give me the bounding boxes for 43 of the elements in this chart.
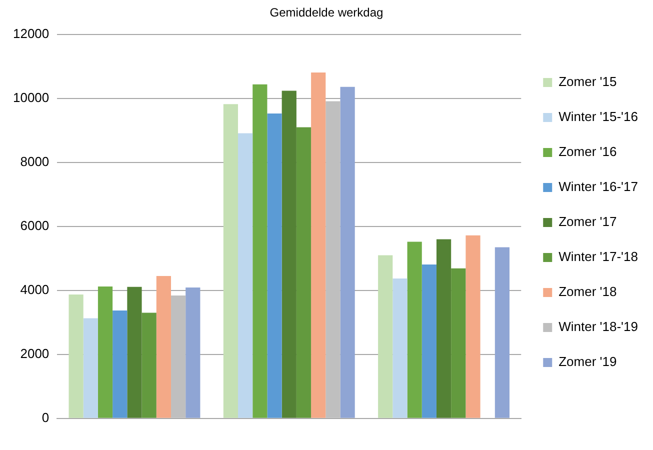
bar xyxy=(422,264,436,418)
bar xyxy=(340,86,355,418)
bar xyxy=(392,278,408,418)
bar xyxy=(296,127,312,418)
bar xyxy=(436,239,452,418)
bar xyxy=(238,133,253,418)
legend-label: Winter '17-'18 xyxy=(558,249,638,264)
bar xyxy=(282,90,296,418)
legend-label: Zomer '17 xyxy=(558,214,617,230)
bar xyxy=(494,247,510,418)
bar xyxy=(466,235,480,418)
bar xyxy=(142,312,156,418)
legend-label: Zomer '19 xyxy=(558,354,617,370)
y-tick-label: 12000 xyxy=(12,26,50,41)
legend-label: Zomer '15 xyxy=(558,74,617,90)
bar xyxy=(186,288,200,418)
bar xyxy=(223,104,238,418)
bar xyxy=(267,113,282,418)
bar xyxy=(156,276,171,418)
legend-label: Winter '15-'16 xyxy=(558,109,638,124)
y-tick-label: 8000 xyxy=(20,154,50,169)
bar xyxy=(326,101,340,418)
legend-label: Winter '16-'17 xyxy=(558,179,638,194)
y-tick-label: 4000 xyxy=(20,282,50,297)
bar xyxy=(83,318,98,418)
legend-label: Winter '18-'19 xyxy=(558,319,638,334)
bar xyxy=(252,84,268,418)
bar xyxy=(68,294,84,418)
bar xyxy=(112,310,128,418)
y-tick-label: 10000 xyxy=(12,90,50,105)
bar xyxy=(170,296,186,418)
bar xyxy=(451,268,466,418)
y-tick-label: 6000 xyxy=(20,218,50,233)
y-tick-label: 0 xyxy=(42,410,50,425)
legend-label: Zomer '16 xyxy=(558,144,617,160)
y-tick-label: 2000 xyxy=(20,346,50,361)
bar xyxy=(127,286,142,418)
bar xyxy=(98,286,113,418)
bar xyxy=(378,255,393,418)
chart-title: Gemiddelde werkdag xyxy=(270,6,384,20)
bar xyxy=(407,242,422,418)
legend-label: Zomer '18 xyxy=(558,284,617,300)
bar xyxy=(311,72,326,418)
